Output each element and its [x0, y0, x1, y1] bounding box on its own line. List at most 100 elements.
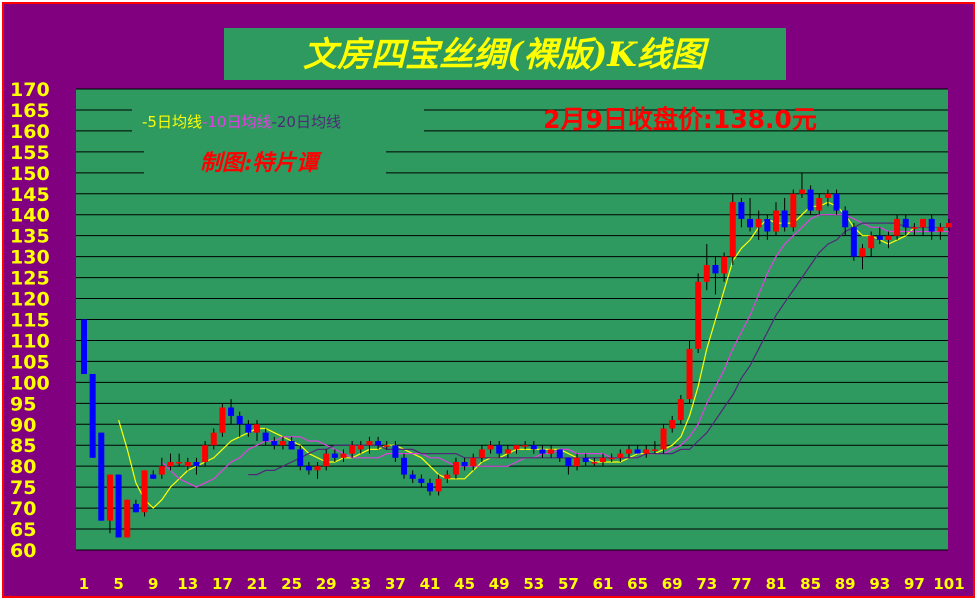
- candle-body: [894, 218, 901, 236]
- candle: [634, 445, 641, 454]
- candle: [764, 214, 771, 240]
- candle-body: [885, 235, 892, 240]
- candle-body: [202, 445, 209, 462]
- candle-body: [193, 461, 200, 467]
- candle-body: [236, 415, 243, 425]
- candle: [254, 420, 260, 442]
- candle-body: [305, 466, 312, 471]
- candle-body: [729, 202, 736, 257]
- candle: [660, 424, 667, 454]
- candle: [738, 197, 745, 228]
- candle: [937, 223, 944, 240]
- x-tick-label: 97: [904, 575, 925, 593]
- candle: [314, 461, 321, 479]
- candle: [427, 478, 433, 496]
- candle: [565, 457, 572, 475]
- x-tick-label: 5: [113, 575, 123, 593]
- candle: [340, 449, 347, 462]
- candle: [245, 420, 252, 437]
- y-tick-label: 115: [10, 310, 50, 332]
- candle: [747, 197, 754, 232]
- candle-body: [946, 223, 952, 228]
- candle-body: [470, 457, 477, 467]
- candle-body: [288, 441, 295, 450]
- y-tick-label: 160: [10, 121, 50, 143]
- y-tick-label: 80: [10, 456, 36, 478]
- candle: [150, 470, 157, 479]
- candle-body: [115, 474, 122, 538]
- candle-body: [435, 478, 442, 492]
- candle-body: [487, 445, 494, 450]
- candle: [375, 436, 382, 450]
- legend-ma5: -5日均线: [142, 113, 202, 131]
- y-axis-ticks: 1701651601551501451401351301251201151101…: [10, 79, 50, 562]
- y-tick-label: 110: [10, 330, 50, 352]
- candle-body: [703, 265, 710, 282]
- candle: [894, 214, 901, 240]
- x-tick-label: 77: [731, 575, 752, 593]
- x-tick-label: 65: [627, 575, 648, 593]
- candle-body: [842, 210, 849, 228]
- candle: [305, 461, 312, 475]
- candle: [323, 449, 330, 471]
- candle-body: [418, 478, 425, 483]
- candle: [625, 445, 632, 458]
- x-tick-label: 57: [558, 575, 579, 593]
- candle: [798, 172, 805, 198]
- candle: [677, 394, 684, 425]
- candle: [556, 449, 563, 462]
- candle: [461, 457, 468, 471]
- candle: [202, 441, 209, 467]
- candle: [262, 428, 269, 446]
- candle-body: [634, 449, 641, 454]
- candle: [574, 453, 581, 471]
- candle: [781, 197, 788, 232]
- candle-body: [876, 235, 883, 240]
- candle-body: [677, 399, 684, 421]
- candle: [401, 453, 408, 479]
- candle-body: [798, 189, 805, 194]
- candle-body: [496, 445, 503, 454]
- candle: [600, 453, 606, 467]
- candle: [902, 214, 909, 236]
- candle-body: [167, 461, 174, 467]
- x-tick-label: 89: [835, 575, 856, 593]
- candle: [859, 244, 866, 270]
- y-tick-label: 70: [10, 498, 36, 520]
- candle: [176, 453, 183, 467]
- candle-body: [132, 503, 139, 513]
- candle: [331, 449, 338, 462]
- candle: [279, 436, 286, 450]
- candle-body: [850, 227, 857, 257]
- candle-body: [574, 457, 581, 467]
- candle-body: [279, 441, 286, 446]
- candle: [115, 474, 122, 538]
- candle: [89, 373, 96, 458]
- candle-body: [522, 445, 529, 447]
- candle-body: [539, 449, 546, 454]
- candle-body: [937, 227, 944, 232]
- candle-body: [686, 348, 693, 400]
- kline-chart: 1701651601551501451401351301251201151101…: [10, 28, 965, 593]
- candle: [755, 210, 762, 240]
- candle: [842, 206, 849, 236]
- candle-body: [928, 218, 935, 232]
- x-tick-label: 21: [247, 575, 268, 593]
- candle-body: [833, 193, 840, 211]
- x-tick-label: 93: [869, 575, 890, 593]
- candle: [928, 214, 935, 240]
- candle-body: [427, 482, 433, 492]
- candle: [366, 436, 373, 454]
- x-tick-label: 41: [420, 575, 441, 593]
- candlesticks: [81, 172, 952, 538]
- chart-title: 文房四宝丝绸(裸版)K线图: [303, 35, 710, 75]
- candle-body: [669, 420, 676, 429]
- candle: [703, 244, 710, 291]
- candle: [824, 189, 831, 207]
- candle: [487, 441, 494, 454]
- ma20-line: [248, 222, 949, 476]
- candle-body: [868, 235, 875, 249]
- candle-body: [392, 445, 399, 458]
- x-tick-label: 1: [79, 575, 89, 593]
